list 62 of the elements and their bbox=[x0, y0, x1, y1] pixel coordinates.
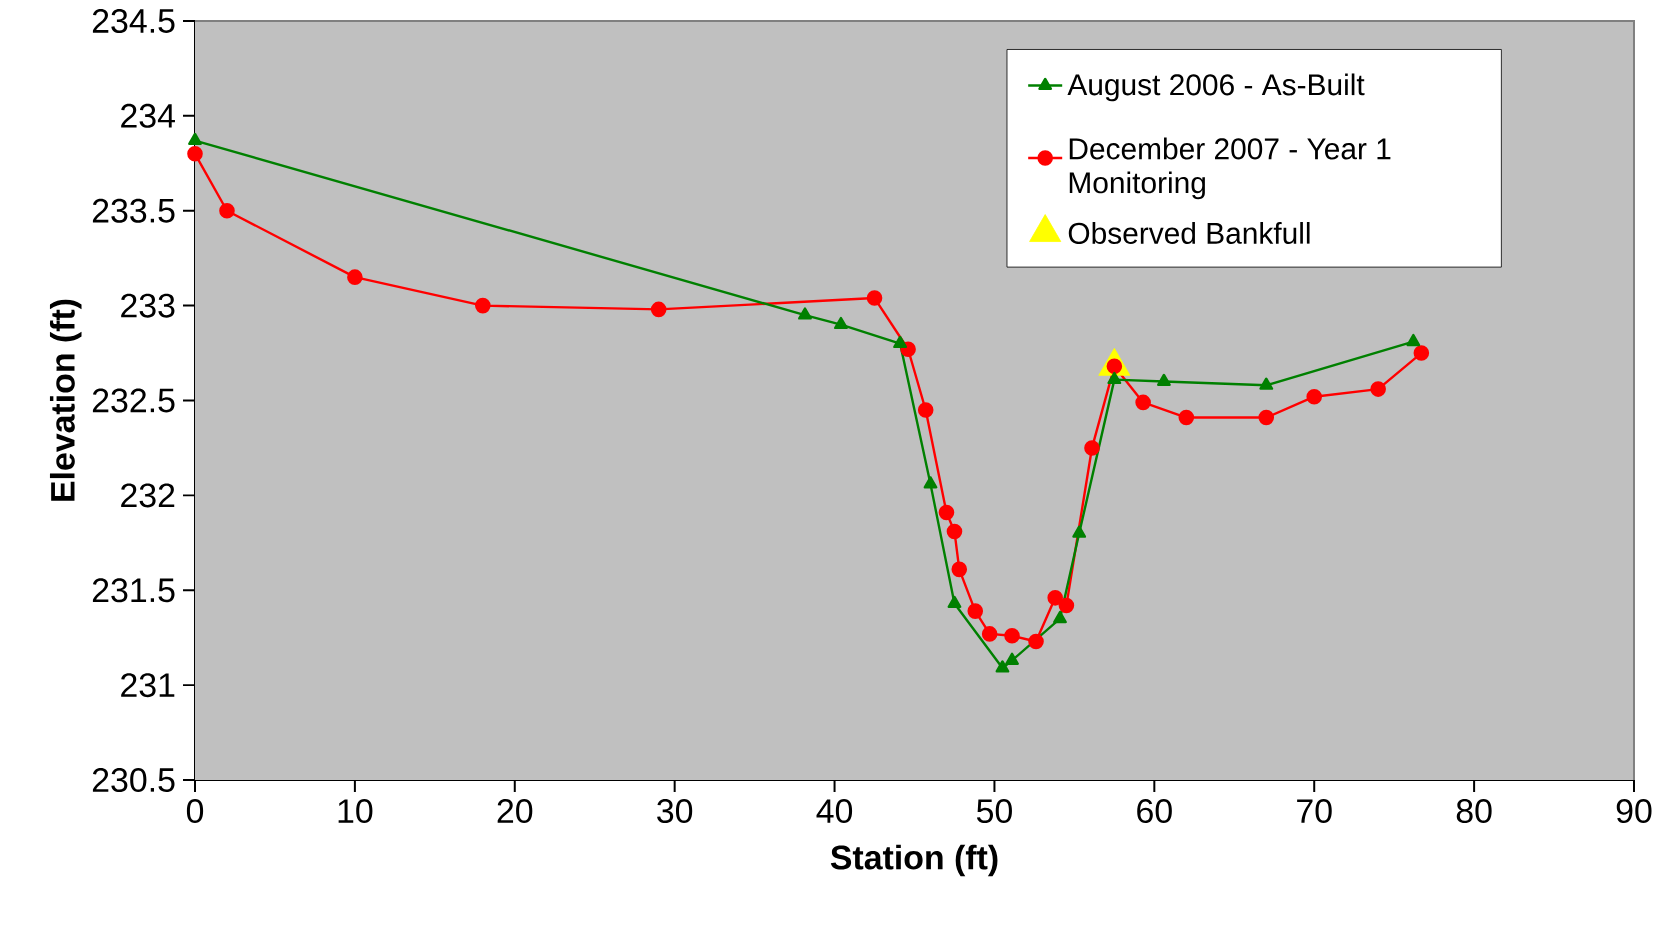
point bbox=[866, 290, 883, 306]
y-axis-title: Elevation (ft) bbox=[49, 299, 82, 501]
x-tick-label: 10 bbox=[338, 799, 373, 824]
x-axis-title: Station (ft) bbox=[830, 844, 998, 877]
point bbox=[1370, 381, 1386, 397]
point bbox=[834, 316, 848, 330]
y-tick-label: 233 bbox=[121, 293, 175, 318]
point bbox=[1306, 388, 1323, 405]
point bbox=[187, 146, 203, 162]
point bbox=[917, 402, 934, 418]
legend-label: December 2007 - Year 1 Monitoring bbox=[1069, 137, 1391, 200]
point bbox=[188, 132, 202, 146]
point bbox=[650, 301, 667, 318]
point bbox=[893, 335, 908, 349]
x-tick-label: 20 bbox=[497, 799, 533, 824]
point bbox=[1259, 377, 1274, 390]
y-tick-label: 234.5 bbox=[92, 9, 175, 33]
point bbox=[1106, 358, 1123, 375]
point bbox=[1406, 333, 1421, 347]
y-tick-label: 232.5 bbox=[92, 388, 175, 413]
point bbox=[798, 307, 812, 320]
point bbox=[1107, 371, 1122, 385]
point bbox=[951, 561, 968, 578]
y-tick-label: 231.5 bbox=[92, 578, 175, 603]
x-tick-label: 40 bbox=[816, 799, 853, 824]
point bbox=[1058, 597, 1075, 614]
point bbox=[1135, 394, 1151, 411]
point bbox=[995, 660, 1010, 673]
point bbox=[1047, 590, 1063, 606]
y-tick-label: 232 bbox=[121, 483, 175, 508]
point bbox=[946, 523, 963, 540]
y-tick-label: 234 bbox=[121, 103, 175, 128]
x-tick-label: 90 bbox=[1616, 799, 1652, 824]
point bbox=[1413, 345, 1430, 361]
point bbox=[938, 504, 955, 521]
x-tick-label: 50 bbox=[976, 799, 1012, 824]
point bbox=[947, 595, 962, 609]
point bbox=[981, 626, 998, 642]
legend-label: August 2006 - As-Built bbox=[1067, 73, 1365, 102]
x-tick-label: 0 bbox=[186, 799, 204, 824]
point bbox=[1178, 409, 1195, 426]
x-tick-label: 80 bbox=[1456, 799, 1492, 824]
x-tick-label: 70 bbox=[1297, 799, 1332, 824]
y-tick-label: 231 bbox=[121, 673, 175, 698]
point bbox=[1072, 525, 1087, 538]
y-tick-label: 230.5 bbox=[92, 768, 175, 792]
point bbox=[1028, 633, 1044, 650]
y-tick-label: 233.5 bbox=[92, 198, 175, 223]
legend-label: Observed Bankfull bbox=[1068, 221, 1310, 244]
point bbox=[475, 297, 491, 314]
point bbox=[1005, 652, 1019, 665]
x-tick-label: 60 bbox=[1137, 799, 1172, 824]
point bbox=[1053, 610, 1067, 624]
x-tick-label: 30 bbox=[657, 799, 693, 824]
point bbox=[1157, 373, 1171, 387]
point bbox=[1004, 627, 1020, 644]
point bbox=[1258, 409, 1275, 426]
point bbox=[347, 269, 363, 285]
point bbox=[923, 476, 938, 489]
point bbox=[1084, 440, 1100, 456]
point bbox=[219, 202, 235, 219]
point bbox=[967, 603, 984, 619]
